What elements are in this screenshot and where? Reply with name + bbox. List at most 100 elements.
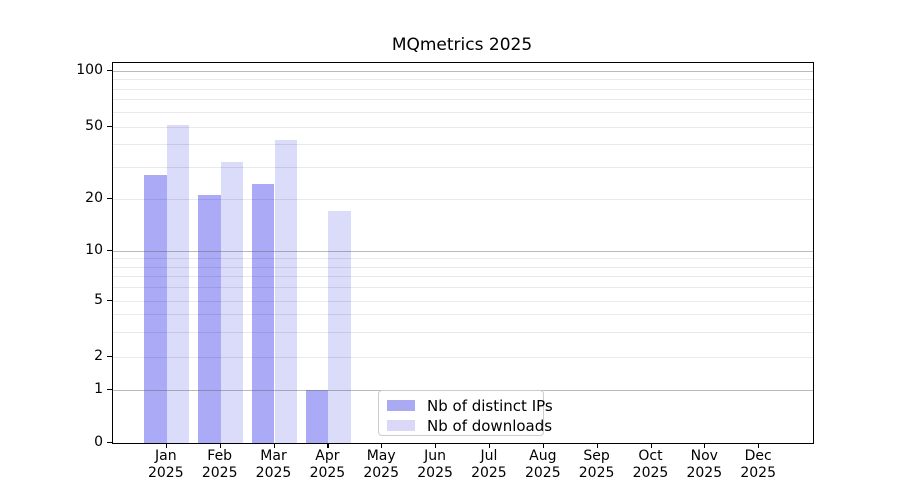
y-tick-mark-10 bbox=[107, 249, 112, 251]
x-tick-mark-may-2025 bbox=[381, 443, 383, 448]
y-tick-mark-1 bbox=[107, 388, 112, 390]
x-tick-mark-aug-2025 bbox=[542, 443, 544, 448]
x-tick-mark-apr-2025 bbox=[327, 443, 329, 448]
gridline-minor-80 bbox=[113, 88, 813, 90]
x-tick-label-may-2025: May 2025 bbox=[349, 448, 413, 481]
x-tick-label-month: Apr bbox=[315, 448, 340, 464]
gridline-minor-40 bbox=[113, 144, 813, 145]
gridline-major-100 bbox=[113, 70, 813, 72]
gridline-minor-6 bbox=[113, 287, 813, 289]
x-tick-label-month: Sep bbox=[583, 448, 610, 464]
x-tick-mark-jan-2025 bbox=[165, 443, 167, 448]
x-tick-label-jan-2025: Jan 2025 bbox=[134, 448, 198, 481]
y-tick-label-1: 1 bbox=[94, 380, 103, 397]
gridline-minor-20 bbox=[113, 198, 813, 200]
x-tick-label-year: 2025 bbox=[147, 464, 184, 481]
gridline-minor-3 bbox=[113, 332, 813, 333]
x-tick-label-year: 2025 bbox=[524, 464, 561, 481]
legend-item-downloads: Nb of downloads bbox=[387, 417, 552, 435]
plot-area: Nb of distinct IPs Nb of downloads bbox=[112, 62, 814, 444]
gridline-minor-5 bbox=[113, 300, 813, 302]
x-tick-label-month: Mar bbox=[260, 448, 287, 464]
legend-swatch-distinct-ips bbox=[387, 400, 415, 411]
bar-mar-2025-nb-of-distinct-ips bbox=[252, 184, 275, 443]
x-tick-label-month: Aug bbox=[529, 448, 557, 464]
bar-feb-2025-nb-of-downloads bbox=[220, 161, 244, 443]
x-tick-label-oct-2025: Oct 2025 bbox=[619, 448, 683, 481]
gridline-minor-90 bbox=[113, 79, 813, 80]
gridline-minor-2 bbox=[113, 357, 813, 358]
x-tick-mark-sep-2025 bbox=[596, 443, 598, 448]
x-tick-label-apr-2025: Apr 2025 bbox=[295, 448, 359, 481]
bar-apr-2025-nb-of-downloads bbox=[328, 210, 351, 443]
x-tick-label-year: 2025 bbox=[578, 464, 615, 481]
y-tick-label-0: 0 bbox=[94, 434, 103, 450]
bar-apr-2025-nb-of-distinct-ips bbox=[306, 389, 329, 443]
y-tick-label-100: 100 bbox=[76, 61, 103, 78]
x-tick-label-year: 2025 bbox=[363, 464, 399, 481]
x-tick-label-month: Oct bbox=[638, 448, 663, 464]
gridline-minor-70 bbox=[113, 99, 813, 101]
legend-swatch-downloads bbox=[387, 420, 415, 431]
y-tick-mark-100 bbox=[107, 69, 112, 71]
x-tick-label-aug-2025: Aug 2025 bbox=[511, 448, 575, 481]
y-tick-label-10: 10 bbox=[85, 241, 103, 258]
x-tick-mark-jul-2025 bbox=[488, 443, 491, 448]
gridlines-layer bbox=[113, 63, 813, 443]
y-tick-mark-5 bbox=[107, 299, 112, 301]
y-tick-mark-50 bbox=[107, 125, 112, 127]
x-tick-mark-dec-2025 bbox=[758, 443, 760, 448]
gridline-minor-7 bbox=[113, 276, 813, 278]
x-tick-label-month: May bbox=[366, 448, 396, 464]
bar-feb-2025-nb-of-distinct-ips bbox=[198, 194, 221, 443]
chart-title: MQmetrics 2025 bbox=[391, 35, 533, 55]
x-tick-label-sep-2025: Sep 2025 bbox=[565, 448, 629, 481]
legend-label-downloads: Nb of downloads bbox=[427, 416, 553, 435]
x-tick-label-year: 2025 bbox=[471, 464, 507, 481]
x-tick-mark-oct-2025 bbox=[650, 443, 652, 448]
legend-item-distinct-ips: Nb of distinct IPs bbox=[387, 397, 553, 415]
x-tick-label-year: 2025 bbox=[417, 464, 453, 481]
gridline-minor-9 bbox=[113, 258, 813, 260]
x-tick-label-mar-2025: Mar 2025 bbox=[242, 448, 306, 481]
x-tick-label-month: Jun bbox=[424, 448, 447, 464]
x-tick-label-month: Nov bbox=[690, 448, 718, 464]
gridline-major-10 bbox=[113, 250, 813, 252]
x-tick-label-year: 2025 bbox=[309, 464, 346, 481]
x-tick-label-year: 2025 bbox=[740, 464, 776, 481]
x-tick-label-feb-2025: Feb 2025 bbox=[188, 448, 252, 481]
x-tick-label-year: 2025 bbox=[201, 464, 238, 481]
x-tick-label-month: Feb bbox=[207, 448, 233, 464]
gridline-minor-4 bbox=[113, 314, 813, 316]
gridline-minor-60 bbox=[113, 111, 813, 113]
y-tick-mark-20 bbox=[107, 197, 112, 199]
x-tick-mark-nov-2025 bbox=[704, 443, 706, 448]
gridline-minor-50 bbox=[113, 126, 813, 128]
x-tick-label-year: 2025 bbox=[255, 464, 292, 481]
x-tick-label-month: Jan bbox=[155, 448, 177, 464]
gridline-minor-30 bbox=[113, 166, 813, 168]
x-tick-label-month: Dec bbox=[744, 448, 772, 464]
x-tick-label-dec-2025: Dec 2025 bbox=[726, 448, 790, 481]
y-tick-label-5: 5 bbox=[94, 291, 103, 308]
x-tick-label-month: Jul bbox=[480, 448, 498, 464]
bar-jan-2025-nb-of-downloads bbox=[166, 124, 190, 443]
y-tick-label-20: 20 bbox=[85, 189, 103, 206]
x-tick-label-jul-2025: Jul 2025 bbox=[457, 448, 521, 481]
x-tick-mark-feb-2025 bbox=[219, 443, 221, 448]
legend-label-distinct-ips: Nb of distinct IPs bbox=[427, 396, 553, 415]
gridline-minor-8 bbox=[113, 266, 813, 268]
y-tick-label-50: 50 bbox=[85, 117, 103, 134]
bars-layer bbox=[113, 63, 813, 443]
legend: Nb of distinct IPs Nb of downloads bbox=[378, 390, 553, 436]
x-tick-label-year: 2025 bbox=[686, 464, 723, 481]
bar-mar-2025-nb-of-downloads bbox=[274, 140, 297, 443]
x-tick-mark-mar-2025 bbox=[273, 443, 275, 448]
y-tick-mark-2 bbox=[107, 356, 112, 358]
x-tick-label-year: 2025 bbox=[632, 464, 669, 481]
x-tick-label-jun-2025: Jun 2025 bbox=[403, 448, 467, 481]
bar-jan-2025-nb-of-distinct-ips bbox=[144, 174, 167, 443]
y-tick-mark-0 bbox=[107, 442, 112, 444]
x-tick-mark-jun-2025 bbox=[435, 443, 437, 448]
